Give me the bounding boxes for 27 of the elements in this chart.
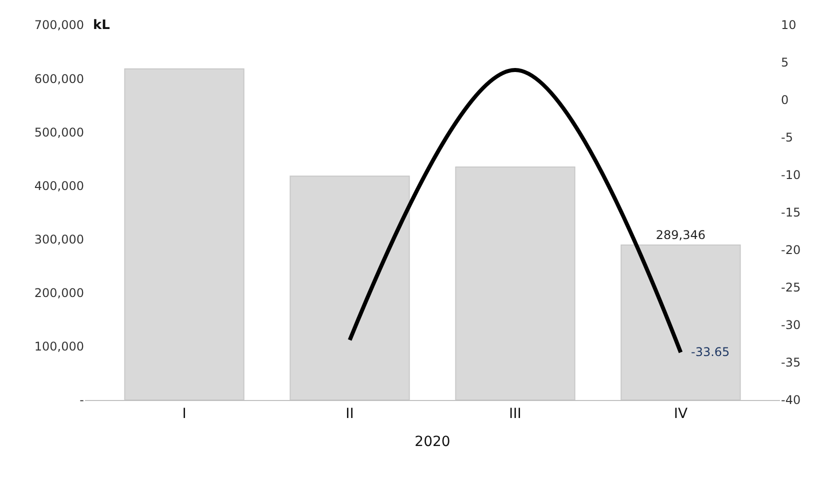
y2-tick-label: 0 [781,93,789,108]
y2-tick-label: -5 [781,130,793,145]
y2-tick-label: 5 [781,56,789,70]
y-tick-label: 600,000 [34,72,84,86]
y-tick-label: 700,000 [34,18,84,32]
y-tick-label: 300,000 [34,232,84,246]
x-tick-label: II [346,406,354,422]
y2-tick-label: -20 [781,243,801,258]
x-tick-label: I [182,406,186,422]
x-tick-label: IV [674,406,688,422]
y-tick-label: 500,000 [34,125,84,140]
y2-tick-label: -25 [781,280,801,295]
y2-tick-label: -35 [781,356,801,370]
x-tick-label: III [509,406,522,422]
y-tick-label: - [80,393,84,408]
y-tick-label: 400,000 [34,178,84,193]
y2-tick-label: 10 [781,18,796,32]
y2-tick-label: -10 [781,168,801,182]
y-tick-label: 100,000 [34,340,84,354]
data-label: -33.65 [691,345,730,359]
x-axis-title: 2020 [414,434,450,450]
y2-tick-label: -40 [781,393,801,408]
y2-tick-label: -30 [781,318,801,332]
y2-tick-label: -15 [781,206,801,220]
y-axis-title: kL [93,18,110,33]
data-label: 289,346 [656,228,706,242]
y-tick-label: 200,000 [34,286,84,300]
